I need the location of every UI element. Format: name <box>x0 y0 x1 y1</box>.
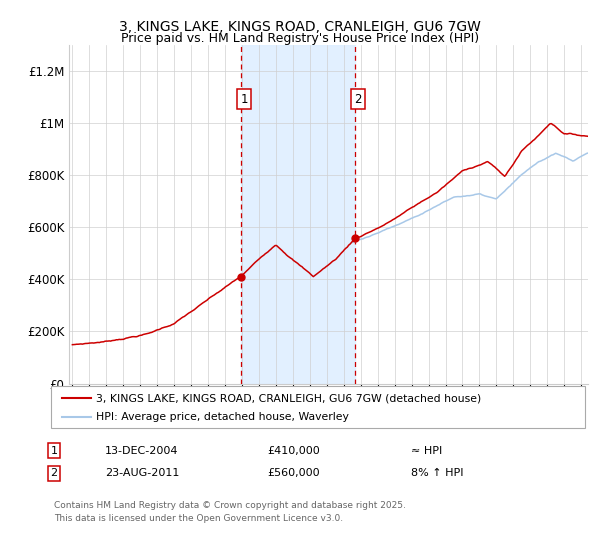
Text: 13-DEC-2004: 13-DEC-2004 <box>105 446 179 456</box>
Text: Price paid vs. HM Land Registry's House Price Index (HPI): Price paid vs. HM Land Registry's House … <box>121 32 479 45</box>
FancyBboxPatch shape <box>51 386 585 428</box>
Text: Contains HM Land Registry data © Crown copyright and database right 2025.: Contains HM Land Registry data © Crown c… <box>54 501 406 510</box>
Text: 1: 1 <box>241 92 248 105</box>
Text: 23-AUG-2011: 23-AUG-2011 <box>105 468 179 478</box>
Text: 3, KINGS LAKE, KINGS ROAD, CRANLEIGH, GU6 7GW (detached house): 3, KINGS LAKE, KINGS ROAD, CRANLEIGH, GU… <box>97 393 482 403</box>
Text: 2: 2 <box>354 92 361 105</box>
Text: £560,000: £560,000 <box>267 468 320 478</box>
Text: 2: 2 <box>50 468 58 478</box>
Text: ≈ HPI: ≈ HPI <box>411 446 442 456</box>
Text: 1: 1 <box>50 446 58 456</box>
Text: 8% ↑ HPI: 8% ↑ HPI <box>411 468 464 478</box>
Text: HPI: Average price, detached house, Waverley: HPI: Average price, detached house, Wave… <box>97 412 349 422</box>
Text: 3, KINGS LAKE, KINGS ROAD, CRANLEIGH, GU6 7GW: 3, KINGS LAKE, KINGS ROAD, CRANLEIGH, GU… <box>119 20 481 34</box>
Text: £410,000: £410,000 <box>267 446 320 456</box>
Bar <box>241 45 355 384</box>
Text: This data is licensed under the Open Government Licence v3.0.: This data is licensed under the Open Gov… <box>54 514 343 523</box>
